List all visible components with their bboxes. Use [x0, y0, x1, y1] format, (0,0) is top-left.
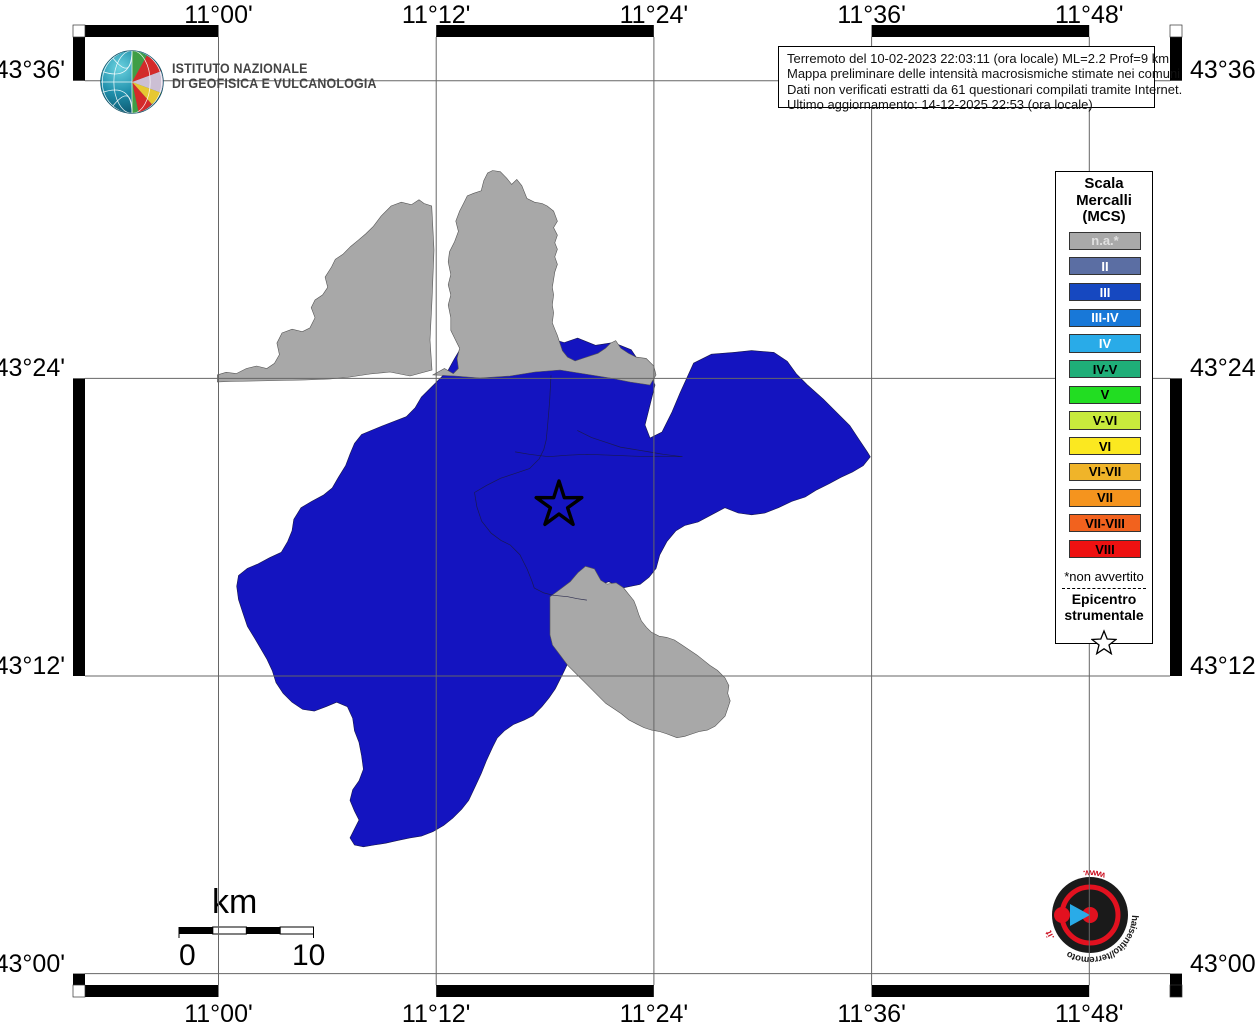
- svg-text:10: 10: [292, 939, 325, 972]
- svg-text:0: 0: [179, 939, 196, 972]
